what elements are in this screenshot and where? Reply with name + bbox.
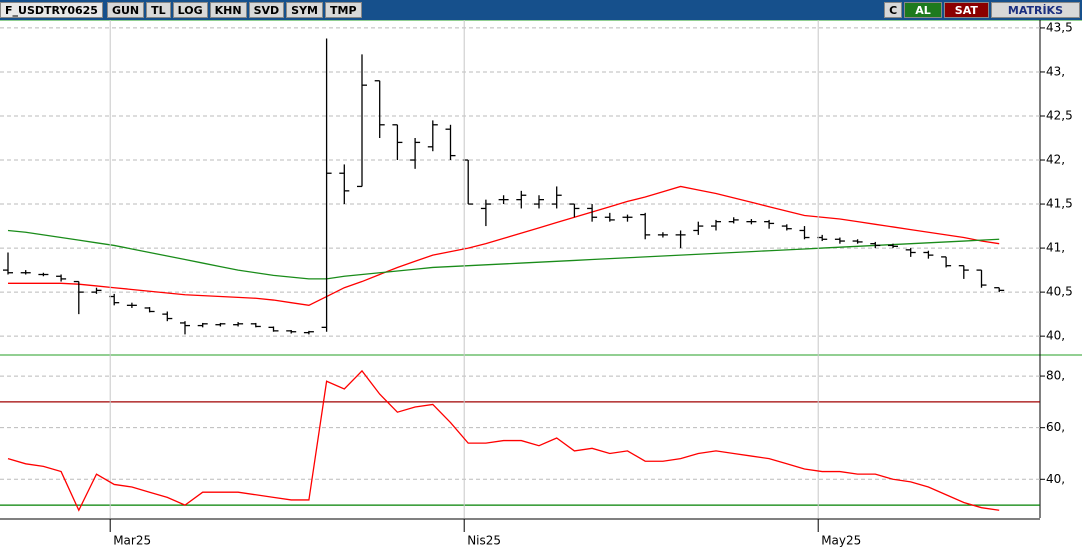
indicator-line <box>7 369 1000 512</box>
toolbar-button[interactable]: TL <box>146 2 171 18</box>
toolbar-button[interactable]: SVD <box>248 2 285 18</box>
toolbar-button[interactable]: TMP <box>325 2 362 18</box>
y-tick-label: 60, <box>1046 420 1065 434</box>
y-tick-label: 43, <box>1046 64 1065 78</box>
y-tick-label: 40,5 <box>1046 285 1073 299</box>
y-tick-label: 40, <box>1046 329 1065 343</box>
toolbar-button[interactable]: LOG <box>172 2 208 18</box>
y-tick-label: 80, <box>1046 369 1065 383</box>
y-tick-label: 42,5 <box>1046 108 1073 122</box>
toolbar: F_USDTRY0625 GUN TL LOG KHN SVD SYM TMP C AL SAT… <box>0 0 1082 20</box>
chart-area: 43,5 43, 42,5 42, 41,5 41, 40,5 40, 80, 60, 40, Mar… <box>0 20 1082 548</box>
x-tick-label: Mar25 <box>113 534 151 548</box>
toolbar-items: GUN TL LOG KHN SVD SYM TMP <box>106 2 364 18</box>
x-tick-label: Nis25 <box>467 534 501 548</box>
moving-average <box>7 229 1000 280</box>
toolbar-button[interactable]: GUN <box>106 2 145 18</box>
y-tick-label: 42, <box>1046 153 1065 167</box>
toolbar-right: C AL SAT MATRİKS <box>884 2 1082 18</box>
y-tick-label: 43,5 <box>1046 20 1073 34</box>
toolbar-button[interactable]: C <box>884 2 903 18</box>
toolbar-button[interactable]: SYM <box>286 2 323 18</box>
y-tick-label: 40, <box>1046 472 1065 486</box>
y-tick-label: 41,5 <box>1046 197 1073 211</box>
moving-average <box>8 185 1000 306</box>
toolbar-button[interactable]: SAT <box>943 2 989 18</box>
toolbar-button[interactable]: AL <box>904 2 942 18</box>
x-tick-label: May25 <box>821 534 861 548</box>
toolbar-button[interactable]: MATRİKS <box>990 2 1080 18</box>
toolbar-button[interactable]: KHN <box>209 2 247 18</box>
symbol[interactable]: F_USDTRY0625 <box>0 2 103 18</box>
y-tick-label: 41, <box>1046 241 1065 255</box>
